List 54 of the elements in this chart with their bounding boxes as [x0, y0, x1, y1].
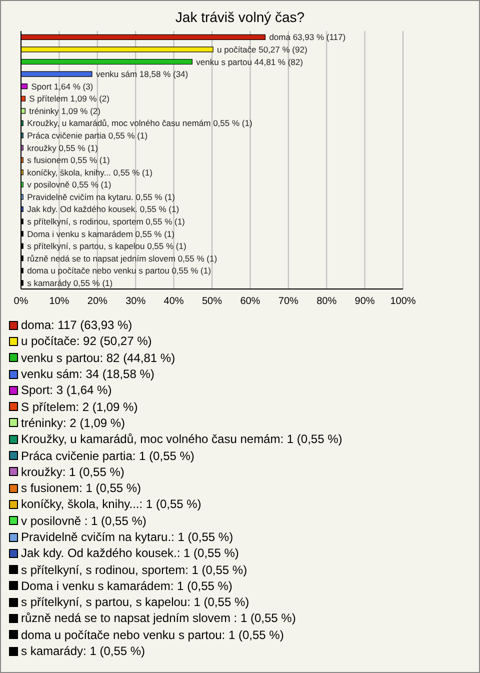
x-tick-label: 30% [126, 296, 146, 308]
x-tick-label: 80% [316, 296, 337, 308]
data-label: různě nedá se to napsat jedním slovem 0,55 % (1) [27, 253, 218, 264]
legend-label: Kroužky, u kamarádů, moc volného času nemám: 1 (0,55 %) [21, 432, 342, 446]
data-label: s fusionem 0,55 % (1) [27, 155, 110, 166]
data-label: tréninky 1,09 % (2) [29, 106, 101, 116]
legend-label: Sport: 3 (1,64 %) [21, 383, 112, 398]
data-label: Jak kdy. Od každého kousek. 0,55 % (1) [27, 204, 180, 214]
legend-label: kroužky: 1 (0,55 %) [21, 464, 124, 479]
legend-label: u počítače: 92 (50,27 %) [21, 334, 152, 348]
legend-label: Jak kdy. Od každého kousek.: 1 (0,55 %) [21, 546, 239, 560]
x-tick-label: 40% [164, 296, 184, 308]
x-tick-label: 90% [354, 296, 375, 308]
data-label: venku sám 18,58 % (34) [96, 69, 188, 80]
legend-label: doma u počítače nebo venku s partou: 1 (0,55 %) [21, 628, 284, 642]
x-tick-label: 50% [202, 296, 222, 308]
data-label: u počítače 50,27 % (92) [217, 44, 308, 54]
legend-label: s přítelkyní, s partou, s kapelou: 1 (0,55 %) [21, 595, 250, 610]
x-tick-label: 70% [278, 296, 299, 308]
legend-label: tréninky: 2 (1,09 %) [21, 416, 126, 430]
legend-label: v posilovně : 1 (0,55 %) [21, 514, 146, 528]
legend-label: doma: 117 (63,93 %) [21, 318, 132, 332]
legend-label: různě nedá se to napsat jedním slovem : 1 (0,55 %) [21, 611, 296, 626]
data-label: venku s partou 44,81 % (82) [196, 56, 304, 67]
legend-label: Práca cvičenie partia: 1 (0,55 %) [21, 448, 194, 463]
legend-label: venku s partou: 82 (44,81 %) [21, 350, 176, 365]
data-label: kroužky 0,55 % (1) [27, 142, 98, 153]
data-label: Doma i venku s kamarádem 0,55 % (1) [27, 228, 175, 239]
legend-label: s přítelkyní, s rodinou, sportem: 1 (0,55 %) [21, 562, 248, 577]
x-tick-label: 100% [390, 296, 416, 308]
data-label: doma 63,93 % (117) [269, 32, 346, 42]
data-label: s přítelkyní, s partou, s kapelou 0,55 % (1) [27, 241, 186, 252]
data-label: s přítelkyní, s rodinou, sportem 0,55 % (1) [27, 216, 186, 226]
data-label: Sport 1,64 % (3) [31, 81, 94, 92]
data-label: doma u počítače nebo venku s partou 0,55 % (1) [27, 266, 212, 276]
data-label: Práca cvičenie partia 0,55 % (1) [27, 130, 148, 140]
data-label: v posilovně 0,55 % (1) [27, 180, 112, 190]
data-label: koníčky, škola, knihy... 0,55 % (1) [27, 167, 153, 178]
x-tick-label: 0% [14, 296, 28, 308]
legend-label: Pravidelně cvičím na kytaru.: 1 (0,55 %) [21, 530, 234, 544]
x-tick-label: 10% [49, 296, 70, 308]
legend-label: koníčky, škola, knihy...: 1 (0,55 %) [21, 497, 202, 512]
chart-title: Jak tráviš volný čas? [175, 9, 305, 25]
legend-label: s fusionem: 1 (0,55 %) [21, 481, 142, 496]
x-tick-label: 20% [87, 296, 108, 308]
legend-label: S přítelem: 2 (1,09 %) [21, 400, 138, 414]
data-label: Kroužky, u kamarádů, moc volného času nemám 0,55 % (1) [27, 118, 252, 128]
data-label: S přítelem 1,09 % (2) [29, 94, 110, 104]
legend-label: s kamarády: 1 (0,55 %) [21, 644, 146, 658]
data-label: s kamarády 0,55 % (1) [27, 278, 113, 288]
x-tick-label: 60% [240, 296, 260, 308]
legend-label: venku sám: 34 (18,58 %) [21, 367, 154, 382]
legend-label: Doma i venku s kamarádem: 1 (0,55 %) [21, 578, 232, 593]
data-label: Pravidelně cvičím na kytaru. 0,55 % (1) [27, 192, 176, 202]
